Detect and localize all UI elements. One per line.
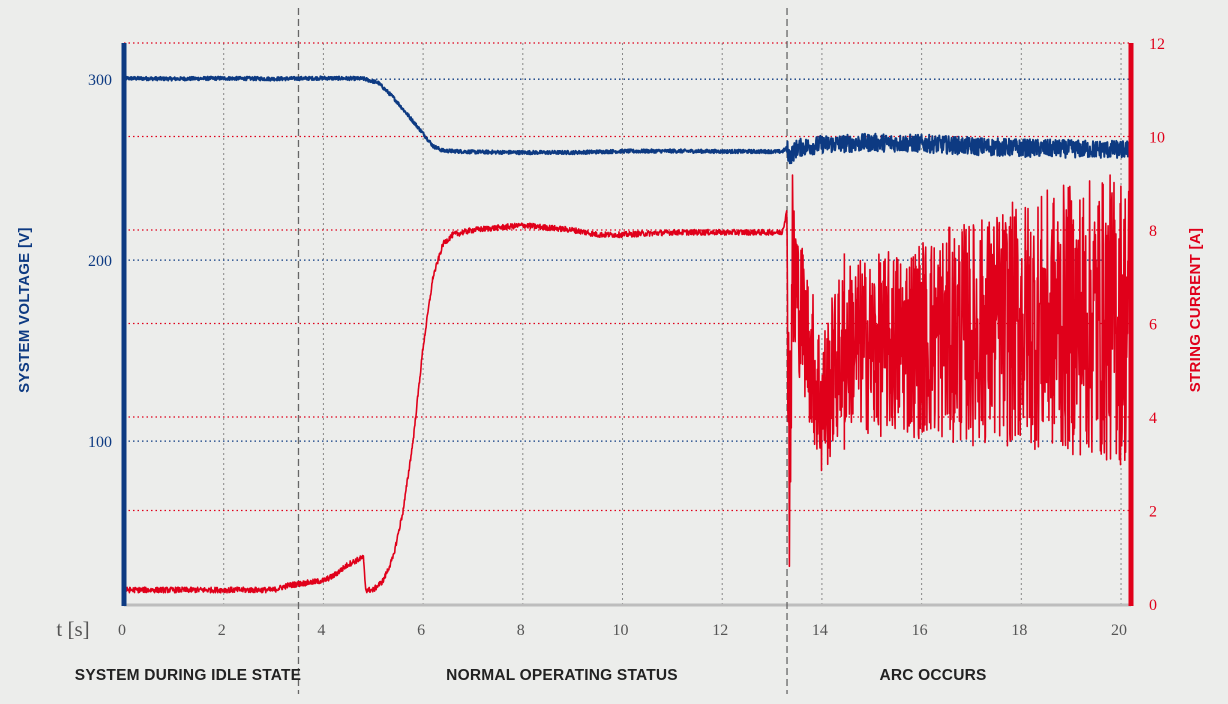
y-right-tick-label: 8 [1149,223,1157,240]
y-left-axis-title: SYSTEM VOLTAGE [V] [16,227,33,393]
x-tick-label: 0 [118,622,126,639]
x-tick-label: 14 [812,622,828,639]
y-left-tick-label: 200 [88,253,112,270]
y-right-axis-title: STRING CURRENT [A] [1187,228,1204,393]
current-series-line [123,174,1132,594]
phase-label: SYSTEM DURING IDLE STATE [75,667,301,684]
axis-layer [121,43,1134,606]
x-tick-label: 12 [712,622,728,639]
y-right-tick-label: 0 [1149,597,1157,614]
x-tick-label: 20 [1111,622,1127,639]
x-tick-label: 2 [218,622,226,639]
x-tick-label: 18 [1011,622,1027,639]
x-axis-label: t [s] [56,617,89,641]
y-right-tick-label: 12 [1149,36,1165,53]
x-tick-label: 16 [912,622,928,639]
y-right-tick-label: 4 [1149,410,1157,427]
x-tick-label: 6 [417,622,425,639]
y-left-tick-label: 100 [88,434,112,451]
phase-label: NORMAL OPERATING STATUS [446,667,678,684]
x-tick-label: 8 [517,622,525,639]
x-tick-label: 4 [317,622,325,639]
x-tick-label: 10 [613,622,629,639]
y-right-tick-label: 6 [1149,317,1157,334]
phase-divider-layer [297,8,788,694]
y-right-tick-label: 10 [1149,130,1165,147]
series-layer [123,75,1132,594]
phase-label: ARC OCCURS [879,667,986,684]
y-right-tick-label: 2 [1149,504,1157,521]
y-left-tick-label: 300 [88,72,112,89]
voltage-series-line [123,75,1132,165]
label-layer: 100 200 300 0 2 4 6 8 10 12 0 2 4 6 8 10 12 14 16 18 20 t [s]… [16,36,1204,684]
